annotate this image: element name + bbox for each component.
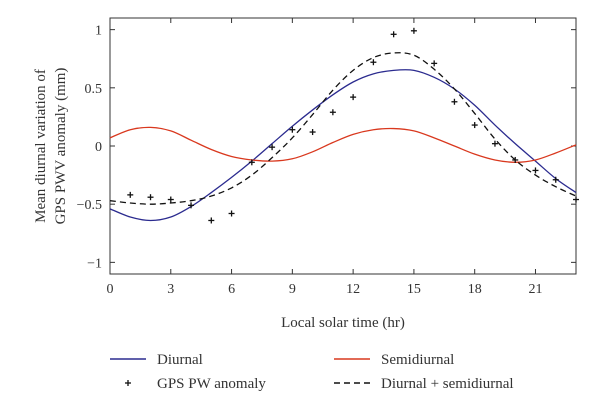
data-point-marker bbox=[573, 196, 579, 203]
plot-area: 0 3 6 9 12 15 18 21 −1 −0.5 0 0.5 1 bbox=[77, 17, 579, 297]
data-point-marker bbox=[512, 156, 519, 163]
series-layer bbox=[109, 27, 579, 224]
y-axis-label-line-1: Mean diurnal variation of bbox=[33, 69, 49, 223]
data-point-marker bbox=[188, 202, 195, 209]
y-axis-label: Mean diurnal variation of GPS PWV anomal… bbox=[33, 68, 69, 225]
plot-frame bbox=[109, 17, 577, 275]
legend-item-gps-pw-anomaly: GPS PW anomaly bbox=[125, 376, 266, 392]
data-point-marker bbox=[248, 159, 255, 166]
y-tick-label: 1 bbox=[95, 24, 102, 39]
x-axis-label: Local solar time (hr) bbox=[281, 315, 405, 331]
legend-item-diurnal-plus-semidiurnal: Diurnal + semidiurnal bbox=[334, 376, 514, 392]
legend-item-diurnal: Diurnal bbox=[110, 352, 203, 368]
y-axis-ticks: −1 −0.5 0 0.5 1 bbox=[77, 24, 576, 271]
y-tick-label: 0 bbox=[95, 140, 102, 155]
y-tick-label: −0.5 bbox=[77, 198, 102, 213]
y-tick-label: 0.5 bbox=[85, 82, 103, 97]
data-point-marker bbox=[552, 176, 559, 183]
data-point-marker bbox=[410, 27, 417, 34]
x-tick-label: 3 bbox=[167, 282, 174, 297]
data-point-marker bbox=[491, 140, 498, 147]
legend-label-diurnal: Diurnal bbox=[157, 352, 203, 368]
series-line-semidiurnal bbox=[109, 126, 577, 163]
x-tick-label: 9 bbox=[289, 282, 296, 297]
data-point-marker bbox=[532, 167, 539, 174]
data-point-marker bbox=[350, 94, 357, 101]
legend-label-diurnal-plus-semidiurnal: Diurnal + semidiurnal bbox=[381, 376, 514, 392]
x-tick-label: 6 bbox=[228, 282, 235, 297]
x-tick-label: 21 bbox=[528, 282, 542, 297]
y-tick-label: −1 bbox=[87, 256, 102, 271]
data-point-marker bbox=[471, 122, 478, 129]
y-axis-label-line-2: GPS PWV anomaly (mm) bbox=[53, 68, 69, 225]
x-tick-label: 15 bbox=[407, 282, 421, 297]
x-tick-label: 18 bbox=[468, 282, 482, 297]
series-line-diurnal bbox=[109, 69, 577, 222]
data-point-marker bbox=[390, 31, 397, 38]
data-point-marker bbox=[127, 191, 134, 198]
data-point-marker bbox=[370, 59, 377, 66]
legend-item-semidiurnal: Semidiurnal bbox=[334, 352, 454, 368]
data-point-marker bbox=[329, 109, 336, 116]
data-point-marker bbox=[228, 210, 235, 217]
data-point-marker bbox=[289, 126, 296, 133]
data-point-marker bbox=[309, 129, 316, 136]
x-axis-ticks: 0 3 6 9 12 15 18 21 bbox=[107, 18, 542, 297]
series-gps-pw-anomaly bbox=[127, 27, 579, 224]
data-point-marker bbox=[167, 196, 174, 203]
legend-label-gps-pw-anomaly: GPS PW anomaly bbox=[157, 376, 266, 392]
x-tick-label: 0 bbox=[107, 282, 114, 297]
data-point-marker bbox=[208, 217, 215, 224]
series-line-diurnal-semidiurnal bbox=[109, 52, 577, 205]
data-point-marker bbox=[269, 144, 276, 151]
legend: Diurnal Semidiurnal GPS PW anomaly Diurn… bbox=[110, 352, 514, 392]
legend-swatch-plus-marker bbox=[125, 380, 131, 386]
data-point-marker bbox=[431, 60, 438, 67]
data-point-marker bbox=[147, 194, 154, 201]
legend-label-semidiurnal: Semidiurnal bbox=[381, 352, 454, 368]
data-point-marker bbox=[451, 98, 458, 105]
x-tick-label: 12 bbox=[346, 282, 360, 297]
